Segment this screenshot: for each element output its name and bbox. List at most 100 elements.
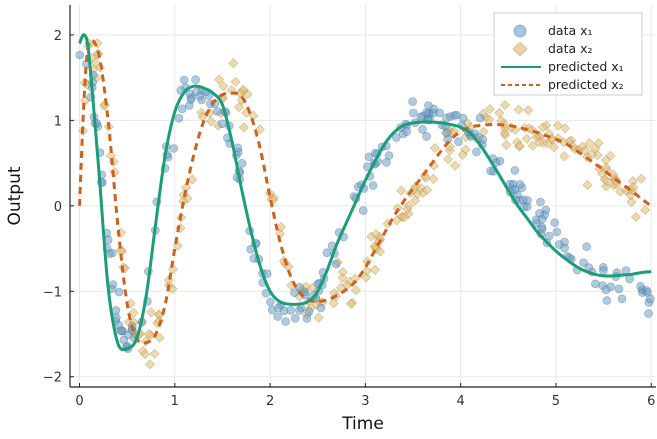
data-point-x2 bbox=[429, 142, 440, 154]
data-point-x1 bbox=[304, 306, 314, 316]
data-point-x2 bbox=[626, 196, 637, 208]
data-point-x1 bbox=[281, 317, 290, 326]
data-point-x1 bbox=[554, 240, 564, 249]
data-point-x1 bbox=[518, 195, 528, 204]
data-point-x2 bbox=[582, 179, 593, 191]
data-point-x2 bbox=[450, 160, 461, 171]
data-point-x2 bbox=[593, 138, 604, 149]
data-point-x1 bbox=[422, 132, 431, 141]
x-tick-label: 5 bbox=[552, 394, 560, 409]
y-tick-label: 1 bbox=[54, 114, 62, 129]
x-tick-label: 0 bbox=[75, 394, 83, 409]
data-point-x1 bbox=[442, 113, 451, 123]
data-point-x1 bbox=[322, 248, 332, 258]
data-point-x1 bbox=[368, 181, 378, 190]
data-point-x2 bbox=[421, 184, 433, 196]
data-point-x2 bbox=[146, 307, 157, 318]
data-point-x2 bbox=[337, 272, 348, 283]
data-point-x2 bbox=[513, 104, 524, 115]
data-point-x1 bbox=[442, 128, 452, 138]
data-point-x1 bbox=[582, 242, 592, 251]
data-point-x2 bbox=[501, 139, 512, 151]
data-point-x1 bbox=[550, 218, 560, 227]
data-point-x1 bbox=[111, 306, 121, 315]
data-point-x1 bbox=[617, 294, 627, 304]
data-point-x2 bbox=[523, 105, 534, 116]
data-point-x2 bbox=[500, 99, 511, 111]
data-point-x1 bbox=[331, 259, 341, 269]
data-point-x1 bbox=[273, 312, 283, 321]
data-point-x2 bbox=[218, 81, 229, 92]
data-point-x2 bbox=[630, 211, 641, 223]
x-axis-label: Time bbox=[341, 414, 384, 434]
data-point-x2 bbox=[443, 154, 454, 165]
data-point-x2 bbox=[234, 102, 245, 113]
x-tick-label: 6 bbox=[647, 394, 655, 409]
data-point-x1 bbox=[452, 110, 461, 120]
data-point-x2 bbox=[580, 145, 591, 156]
data-point-x1 bbox=[266, 297, 275, 307]
data-point-x2 bbox=[238, 122, 249, 133]
data-point-x2 bbox=[361, 272, 372, 283]
legend-label-predicted-x1: predicted x₁ bbox=[548, 59, 624, 74]
data-point-x1 bbox=[472, 147, 481, 157]
data-point-x2 bbox=[428, 173, 439, 185]
data-point-x1 bbox=[114, 287, 124, 297]
data-point-x2 bbox=[143, 329, 154, 340]
data-point-x1 bbox=[535, 209, 544, 218]
data-point-x1 bbox=[591, 279, 600, 289]
data-point-x2 bbox=[494, 107, 505, 119]
data-point-x2 bbox=[275, 222, 287, 233]
legend-label-data-x1: data x₁ bbox=[548, 23, 593, 38]
data-point-x1 bbox=[213, 107, 222, 116]
data-point-x2 bbox=[484, 104, 495, 115]
data-point-x1 bbox=[510, 166, 520, 175]
data-point-x1 bbox=[537, 222, 547, 232]
data-point-x1 bbox=[273, 303, 283, 313]
prediction-lines bbox=[78, 33, 653, 352]
data-point-x1 bbox=[358, 206, 368, 215]
data-point-x1 bbox=[186, 95, 196, 104]
data-point-x2 bbox=[410, 195, 421, 206]
ticks: 0 1 2 3 4 5 6 −2 −1 0 1 2 bbox=[43, 29, 656, 409]
data-point-x1 bbox=[169, 144, 179, 153]
legend-label-data-x2: data x₂ bbox=[548, 41, 593, 56]
data-point-x1 bbox=[475, 113, 485, 123]
data-point-x1 bbox=[645, 294, 655, 304]
data-point-x2 bbox=[369, 264, 381, 275]
legend-marker-data-x1 bbox=[513, 24, 527, 38]
y-tick-label: −2 bbox=[43, 371, 62, 386]
legend: data x₁ data x₂ predicted x₁ predicted x… bbox=[493, 12, 643, 96]
data-point-x1 bbox=[290, 313, 300, 323]
x-tick-label: 3 bbox=[361, 394, 369, 409]
data-point-x2 bbox=[549, 142, 560, 153]
y-tick-label: 0 bbox=[54, 200, 62, 215]
data-point-x1 bbox=[391, 133, 401, 142]
data-point-x1 bbox=[75, 50, 85, 60]
data-point-x2 bbox=[640, 204, 651, 216]
data-point-x2 bbox=[559, 151, 570, 162]
data-point-x1 bbox=[116, 326, 125, 335]
data-point-x2 bbox=[499, 127, 510, 138]
line-predicted-x2 bbox=[78, 38, 653, 345]
data-point-x1 bbox=[237, 159, 247, 168]
data-point-x2 bbox=[254, 124, 266, 135]
data-point-x1 bbox=[614, 284, 624, 294]
data-point-x2 bbox=[154, 332, 165, 343]
data-point-x2 bbox=[521, 133, 532, 144]
data-point-x2 bbox=[537, 122, 548, 133]
data-point-x1 bbox=[191, 75, 200, 84]
y-axis-label: Output bbox=[5, 166, 25, 225]
data-point-x1 bbox=[408, 97, 417, 106]
data-point-x2 bbox=[228, 58, 239, 69]
data-point-x2 bbox=[313, 312, 324, 323]
data-point-x2 bbox=[230, 76, 241, 87]
data-point-x1 bbox=[515, 180, 525, 189]
data-point-x2 bbox=[527, 140, 538, 151]
data-point-x1 bbox=[454, 137, 463, 146]
data-point-x2 bbox=[399, 212, 410, 223]
data-point-x2 bbox=[337, 266, 348, 278]
data-point-x1 bbox=[636, 281, 645, 291]
data-point-x2 bbox=[584, 138, 595, 149]
